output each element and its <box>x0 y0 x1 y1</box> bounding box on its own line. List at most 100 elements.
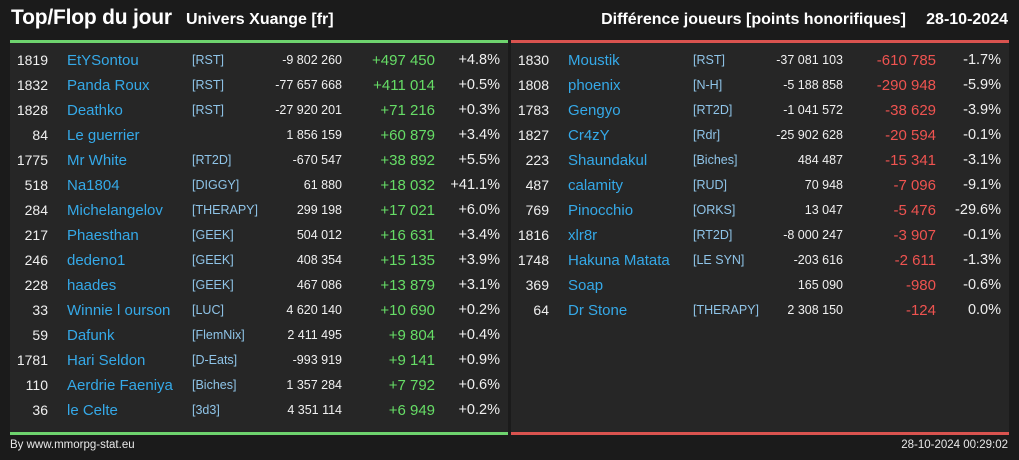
table-row: 36 le Celte [3d3] 4 351 114 +6 949 +0.2% <box>10 398 508 423</box>
player-name-link[interactable]: dedeno1 <box>67 252 126 269</box>
player-name-link[interactable]: Dr Stone <box>568 302 628 319</box>
points-percent: 0.0% <box>967 302 1001 318</box>
alliance-tag: [GEEK] <box>192 228 234 242</box>
table-row: 518 Na1804 [DIGGY] 61 880 +18 032 +41.1% <box>10 173 508 198</box>
points-diff: +411 014 <box>373 77 435 94</box>
player-name-link[interactable]: Le guerrier <box>67 127 140 144</box>
player-rank: 1775 <box>16 152 48 168</box>
alliance-tag: [Rdr] <box>693 128 721 142</box>
flop-list: 1830 Moustik [RST] -37 081 103 -610 785 -1.7%… <box>511 48 1009 323</box>
player-name-link[interactable]: phoenix <box>568 77 621 94</box>
points-percent: +3.4% <box>458 227 500 243</box>
points-percent: -5.9% <box>963 77 1001 93</box>
alliance-tag: [Biches] <box>693 153 738 167</box>
alliance-tag: [GEEK] <box>192 278 234 292</box>
points-diff: +9 141 <box>388 352 435 369</box>
player-rank: 1781 <box>16 352 48 368</box>
player-name-link[interactable]: Hari Seldon <box>67 352 146 369</box>
player-name-link[interactable]: Soap <box>568 277 604 294</box>
table-row: 64 Dr Stone [THERAPY] 2 308 150 -124 0.0% <box>511 298 1009 323</box>
points-diff: +497 450 <box>372 52 435 69</box>
player-name-link[interactable]: Winnie l ourson <box>67 302 171 319</box>
player-rank: 64 <box>533 302 549 318</box>
player-rank: 36 <box>32 402 48 418</box>
player-name-link[interactable]: Mr White <box>67 152 127 169</box>
table-row: 110 Aerdrie Faeniya [Biches] 1 357 284 +7 79… <box>10 373 508 398</box>
alliance-tag: [DIGGY] <box>192 178 240 192</box>
points-percent: +0.4% <box>458 327 500 343</box>
page-title: Top/Flop du jour <box>11 6 172 29</box>
player-rank: 1808 <box>517 77 549 93</box>
player-name-link[interactable]: Michelangelov <box>67 202 163 219</box>
table-row: 223 Shaundakul [Biches] 484 487 -15 341 -3.1% <box>511 148 1009 173</box>
player-name-link[interactable]: le Celte <box>67 402 118 419</box>
table-row: 487 calamity [RUD] 70 948 -7 096 -9.1% <box>511 173 1009 198</box>
alliance-tag: [RT2D] <box>192 153 232 167</box>
player-rank: 769 <box>525 202 549 218</box>
points-percent: +0.3% <box>458 102 500 118</box>
alliance-tag: [ORKS] <box>693 203 736 217</box>
points-percent: +0.2% <box>458 302 500 318</box>
table-row: 228 haades [GEEK] 467 086 +13 879 +3.1% <box>10 273 508 298</box>
player-name-link[interactable]: Na1804 <box>67 177 120 194</box>
points-diff: +15 135 <box>380 252 435 269</box>
points-percent: -9.1% <box>963 177 1001 193</box>
player-points: 1 856 159 <box>286 128 342 142</box>
player-points: 2 308 150 <box>787 303 843 317</box>
points-diff: -290 948 <box>876 77 936 94</box>
points-diff: +6 949 <box>388 402 435 419</box>
player-name-link[interactable]: Aerdrie Faeniya <box>67 377 173 394</box>
player-points: -5 188 858 <box>783 78 843 92</box>
player-name-link[interactable]: Moustik <box>568 52 620 69</box>
alliance-tag: [RT2D] <box>693 228 733 242</box>
table-row: 59 Dafunk [FlemNix] 2 411 495 +9 804 +0.4% <box>10 323 508 348</box>
player-name-link[interactable]: EtYSontou <box>67 52 139 69</box>
table-row: 1830 Moustik [RST] -37 081 103 -610 785 -1.7% <box>511 48 1009 73</box>
player-name-link[interactable]: Dafunk <box>67 327 115 344</box>
player-points: -670 547 <box>292 153 342 167</box>
alliance-tag: [LE SYN] <box>693 253 745 267</box>
player-name-link[interactable]: Hakuna Matata <box>568 252 670 269</box>
alliance-tag: [RST] <box>192 103 224 117</box>
player-points: -9 802 260 <box>282 53 342 67</box>
points-diff: -980 <box>905 277 936 294</box>
player-name-link[interactable]: haades <box>67 277 117 294</box>
player-points: -1 041 572 <box>783 103 843 117</box>
table-row: 246 dedeno1 [GEEK] 408 354 +15 135 +3.9% <box>10 248 508 273</box>
player-name-link[interactable]: calamity <box>568 177 624 194</box>
player-name-link[interactable]: Gengyo <box>568 102 621 119</box>
player-points: -8 000 247 <box>783 228 843 242</box>
player-points: 2 411 495 <box>287 328 342 342</box>
points-percent: +3.9% <box>458 252 500 268</box>
points-diff: +17 021 <box>380 202 435 219</box>
player-name-link[interactable]: Shaundakul <box>568 152 648 169</box>
points-percent: +0.2% <box>458 402 500 418</box>
player-name-link[interactable]: Phaesthan <box>67 227 139 244</box>
player-points: -27 920 201 <box>275 103 342 117</box>
player-rank: 1748 <box>517 252 549 268</box>
player-rank: 1783 <box>517 102 549 118</box>
player-points: 1 357 284 <box>286 378 342 392</box>
alliance-tag: [3d3] <box>192 403 220 417</box>
player-rank: 518 <box>24 177 48 193</box>
alliance-tag: [RST] <box>192 78 224 92</box>
player-name-link[interactable]: Deathko <box>67 102 123 119</box>
player-name-link[interactable]: xlr8r <box>568 227 598 244</box>
alliance-tag: [FlemNix] <box>192 328 245 342</box>
player-points: 165 090 <box>797 278 843 292</box>
player-points: -993 919 <box>292 353 342 367</box>
points-diff: -20 594 <box>885 127 936 144</box>
table-row: 1781 Hari Seldon [D-Eats] -993 919 +9 141 +0.… <box>10 348 508 373</box>
player-points: 4 351 114 <box>287 403 342 417</box>
player-points: 70 948 <box>804 178 843 192</box>
player-name-link[interactable]: Cr4zY <box>568 127 610 144</box>
player-rank: 1832 <box>16 77 48 93</box>
points-diff: +7 792 <box>388 377 435 394</box>
top-panel: 1819 EtYSontou [RST] -9 802 260 +497 450 +4.8… <box>10 40 508 435</box>
player-name-link[interactable]: Panda Roux <box>67 77 150 94</box>
player-rank: 1827 <box>517 127 549 143</box>
player-name-link[interactable]: Pinocchio <box>568 202 634 219</box>
points-diff: +16 631 <box>380 227 435 244</box>
points-percent: -3.1% <box>963 152 1001 168</box>
player-points: 299 198 <box>296 203 342 217</box>
